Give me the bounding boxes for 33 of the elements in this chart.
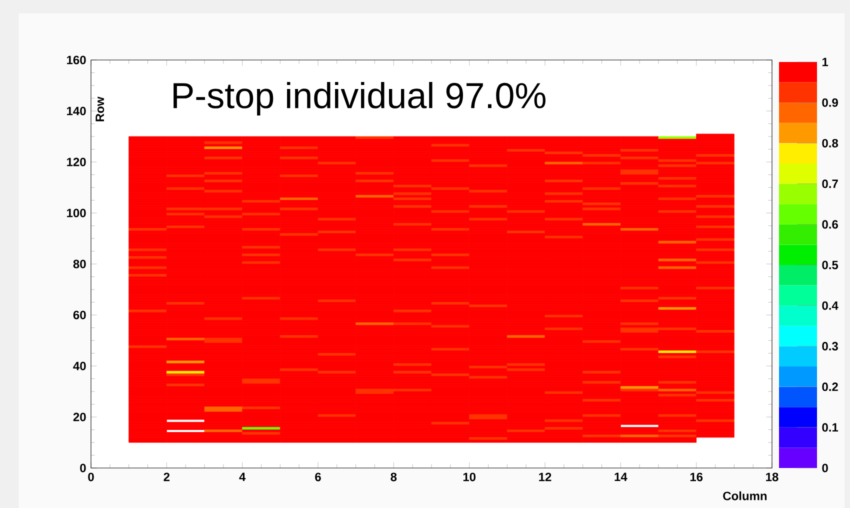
y-tick-label: 100	[67, 208, 86, 218]
x-tick-label: 0	[88, 472, 94, 482]
x-axis-title: Column	[723, 491, 767, 500]
y-tick-label: 140	[67, 106, 86, 116]
color-bar-label: 0.8	[822, 138, 838, 148]
x-tick-label: 18	[766, 472, 778, 482]
color-bar-label: 0.4	[822, 301, 838, 310]
x-tick-label: 16	[690, 472, 703, 482]
text: P-stop individual 97.0%	[174, 82, 546, 116]
y-tick-label: 20	[73, 412, 86, 422]
x-tick-label: 14	[614, 472, 628, 481]
x-tick-label: 2	[164, 472, 170, 482]
color-bar-label: 0.3	[822, 342, 838, 350]
color-bar-label: 0.7	[822, 180, 838, 188]
x-tick-label: 4	[239, 472, 246, 481]
x-tick-label: 6	[315, 472, 321, 482]
y-tick-label: 160	[67, 56, 86, 64]
color-bar-label: 1	[822, 58, 828, 66]
y-tick-label: 0	[80, 464, 86, 472]
color-bar-label: 0.2	[822, 382, 838, 392]
x-tick-label: 12	[539, 472, 552, 482]
color-bar-label: 0.5	[822, 260, 838, 270]
color-bar-label: 0.1	[822, 423, 838, 432]
color-bar-label: 0	[822, 464, 828, 472]
y-tick-label: 60	[73, 310, 86, 320]
y-tick-label: 40	[73, 362, 86, 370]
color-bar-label: 0.9	[822, 98, 838, 107]
x-tick-label: 8	[390, 472, 397, 482]
y-tick-label: 80	[73, 260, 86, 268]
y-axis-title: Row	[96, 96, 104, 122]
x-tick-label: 10	[463, 472, 476, 482]
y-tick-label: 120	[67, 158, 86, 166]
color-bar-label: 0.6	[822, 220, 838, 229]
